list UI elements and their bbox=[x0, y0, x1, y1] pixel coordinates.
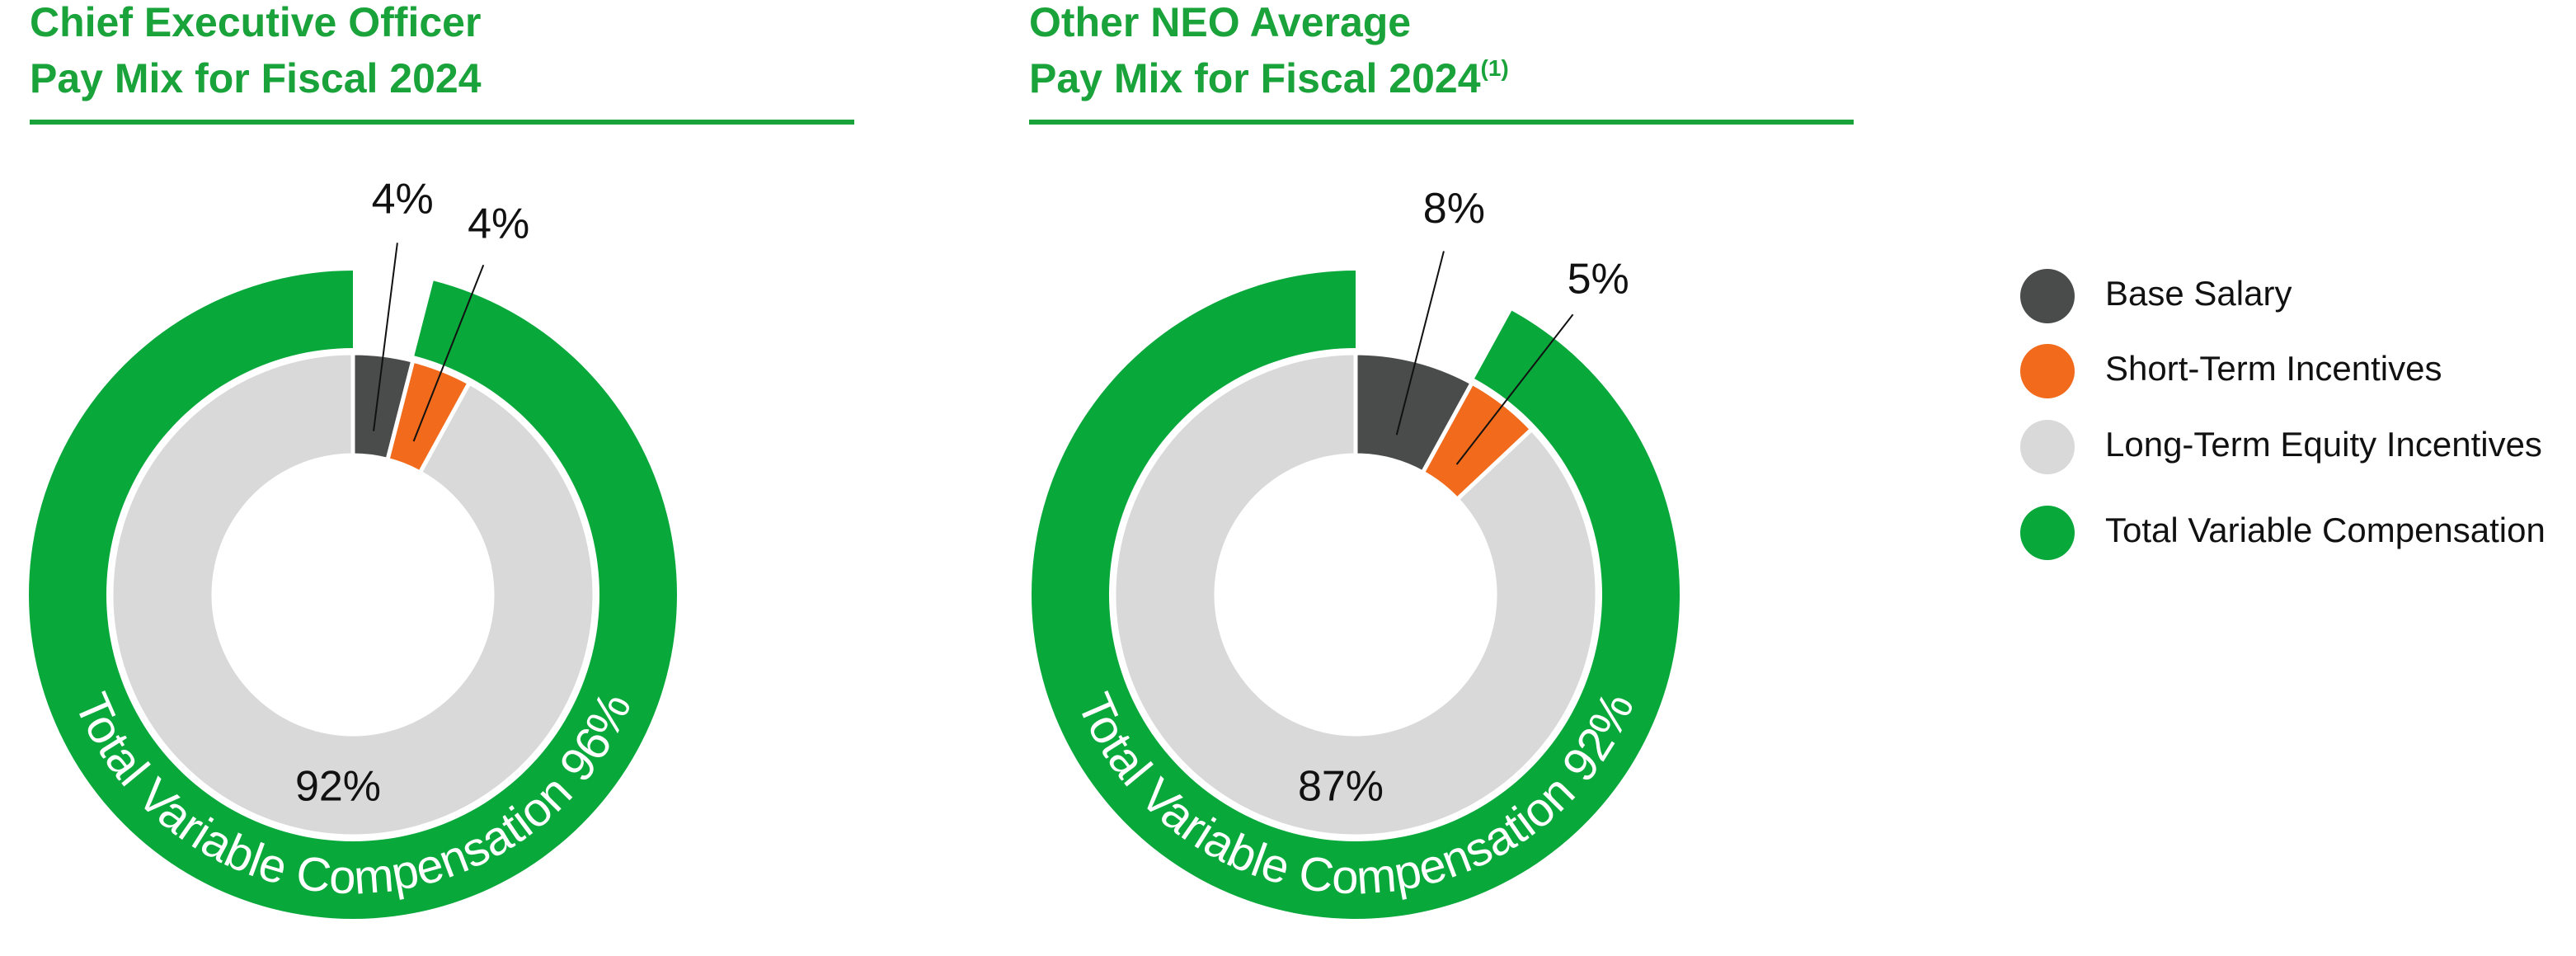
legend-swatch bbox=[2020, 420, 2075, 474]
leader-line bbox=[373, 243, 398, 431]
chart-title: Pay Mix for Fiscal 2024(1) bbox=[1029, 55, 1509, 101]
legend-swatch bbox=[2020, 344, 2075, 398]
title-note: (1) bbox=[1481, 55, 1509, 81]
chart-title-line: Pay Mix for Fiscal 2024 bbox=[30, 55, 482, 101]
legend-label: Base Salary bbox=[2105, 274, 2292, 313]
chart-title: Chief Executive Officer bbox=[30, 0, 481, 45]
legend-label: Total Variable Compensation bbox=[2105, 511, 2545, 549]
chart-title: Pay Mix for Fiscal 2024 bbox=[30, 55, 482, 101]
leader-line bbox=[1455, 313, 1574, 465]
chart-title-line: Pay Mix for Fiscal 2024 bbox=[1029, 55, 1481, 101]
data-label: 8% bbox=[1423, 185, 1485, 233]
legend-swatch bbox=[2020, 506, 2075, 560]
data-label: 87% bbox=[1298, 763, 1384, 811]
legend-label: Short-Term Incentives bbox=[2105, 349, 2442, 388]
data-label: 4% bbox=[468, 200, 529, 247]
data-label: 4% bbox=[372, 176, 434, 224]
legend-swatch bbox=[2020, 269, 2075, 323]
chart-title: Other NEO Average bbox=[1029, 0, 1411, 45]
data-label: 92% bbox=[295, 763, 381, 811]
pie-segment bbox=[1112, 351, 1600, 839]
leader-line bbox=[412, 264, 485, 442]
data-label: 5% bbox=[1568, 255, 1629, 303]
pie-segment bbox=[109, 351, 597, 839]
legend-label: Long-Term Equity Incentives bbox=[2105, 425, 2542, 464]
leader-line bbox=[1395, 251, 1445, 436]
